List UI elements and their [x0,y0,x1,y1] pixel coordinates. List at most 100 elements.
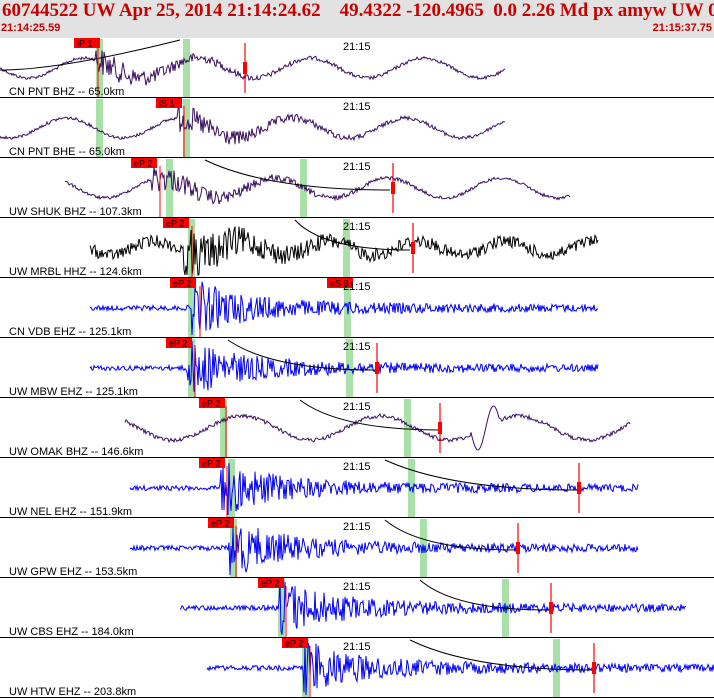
phase-window [343,219,350,277]
minute-label: 21:15 [343,461,371,473]
pick-box [166,338,192,348]
pick-box [163,218,189,228]
pick-text: eP 2 [202,459,220,469]
trace-row[interactable]: iP 1 21:15 CN PNT BHZ -- 65.0km [0,38,714,98]
pick-box [156,98,182,108]
amplitude-tick [592,662,596,674]
trace-row[interactable]: eP 2 21:15 UW NEL EHZ -- 151.9km [0,458,714,518]
end-time: 21:15:37.75 [652,22,712,34]
station-label: CN PNT BHE -- 65.0km [9,146,125,158]
waveform [206,640,714,696]
trace-row[interactable]: eP 2 21:15 UW GPW EHZ -- 153.5km [0,518,714,578]
coda-curve [204,159,391,191]
pick-text: iP 1 [77,39,92,49]
station-label: UW MBW EHZ -- 125.1km [9,386,138,398]
trace-row[interactable]: eP 2 eS 221:15 CN VDB EHZ -- 125.1km [0,278,714,338]
pick-box [131,158,157,168]
phase-window [346,339,353,397]
pick-box [327,278,353,288]
phase-window [408,459,415,517]
pick-text: eP 2 [134,159,152,169]
pick-label[interactable]: eP 2 [170,278,196,289]
pick-label[interactable]: eP 2 [166,338,192,349]
waveform [89,340,599,392]
phase-window [166,159,173,217]
pick-label[interactable]: eP 2 [258,578,284,589]
pick-text: iS 1 [159,99,175,109]
waveform [129,463,639,516]
phase-window [228,459,235,517]
pick-box [258,578,284,588]
pick-box [199,458,225,468]
pick-label[interactable]: eP 2 [199,458,225,469]
coda-curve [299,399,441,431]
minute-label: 21:15 [343,161,371,173]
coda-curve [384,459,579,491]
coda-curve [0,39,181,71]
seismogram-panel[interactable]: iP 1 21:15 CN PNT BHZ -- 65.0km iS 1 21:15 CN… [0,38,714,698]
pick-label[interactable]: eP 2 [208,518,234,529]
amplitude-tick [375,362,379,374]
waveform [124,405,631,451]
pick-text: eP 2 [166,219,184,229]
waveform [179,581,687,635]
minute-label: 21:15 [343,401,371,413]
minute-label: 21:15 [343,221,371,233]
trace-row[interactable]: eP 2 21:15 UW MRBL HHZ -- 124.6km [0,218,714,278]
trace-row[interactable]: eP 2 21:15 UW SHUK BHZ -- 107.3km [0,158,714,218]
coda-curve [294,219,411,251]
pick-box [170,278,196,288]
pick-text: eP 2 [261,579,279,589]
pick-text: eP 2 [285,639,303,649]
pick-label[interactable]: iP 1 [74,38,100,49]
waveform [129,526,639,576]
pick-label[interactable]: eP 2 [282,638,308,649]
phase-window [96,99,103,157]
pick-text: eP 2 [211,519,229,529]
pick-label[interactable]: eP 2 [163,218,189,229]
station-label: UW HTW EHZ -- 203.8km [9,686,136,698]
pick-text: eP 2 [202,399,220,409]
event-header: 60744522 UW Apr 25, 2014 21:14:24.62 49.… [0,0,714,38]
phase-window [220,399,227,457]
waveform [64,166,571,205]
waveform [0,50,506,86]
coda-curve [409,639,594,671]
pick-label-secondary[interactable]: eS 2 [327,278,353,289]
pick-text: eS 2 [330,279,349,289]
pick-label[interactable]: eP 2 [131,158,157,169]
coda-curve [419,579,550,611]
minute-label: 21:15 [343,281,371,293]
amplitude-tick [411,242,415,254]
phase-window [404,399,411,457]
minute-label: 21:15 [343,101,371,113]
minute-label: 21:15 [343,41,371,53]
pick-box [199,398,225,408]
coda-curve [227,339,376,371]
amplitude-tick [549,602,553,614]
waveform [89,281,599,336]
minute-label: 21:15 [343,341,371,353]
pick-box [74,38,100,48]
trace-row[interactable]: eP 2 21:15 UW HTW EHZ -- 203.8km [0,638,714,698]
station-label: UW GPW EHZ -- 153.5km [9,566,137,578]
minute-label: 21:15 [343,641,371,653]
station-label: UW NEL EHZ -- 151.9km [9,506,132,518]
phase-window [183,39,190,97]
coda-curve [384,519,518,551]
station-label: CN PNT BHZ -- 65.0km [9,86,124,98]
pick-label[interactable]: iS 1 [156,98,182,109]
station-label: UW OMAK BHZ -- 146.6km [9,446,143,458]
minute-label: 21:15 [343,581,371,593]
pick-label[interactable]: eP 2 [199,398,225,409]
start-time: 21:14:25.59 [1,22,61,34]
trace-row[interactable]: eP 2 21:15 UW CBS EHZ -- 184.0km [0,578,714,638]
trace-row[interactable]: iS 1 21:15 CN PNT BHE -- 65.0km [0,98,714,158]
amplitude-tick [243,62,247,74]
trace-row[interactable]: eP 2 21:15 UW MBW EHZ -- 125.1km [0,338,714,398]
event-title: 60744522 UW Apr 25, 2014 21:14:24.62 49.… [2,0,714,21]
station-label: CN VDB EHZ -- 125.1km [9,326,131,338]
trace-row[interactable]: eP 2 21:15 UW OMAK BHZ -- 146.6km [0,398,714,458]
amplitude-tick [391,182,395,194]
station-label: UW MRBL HHZ -- 124.6km [9,266,142,278]
